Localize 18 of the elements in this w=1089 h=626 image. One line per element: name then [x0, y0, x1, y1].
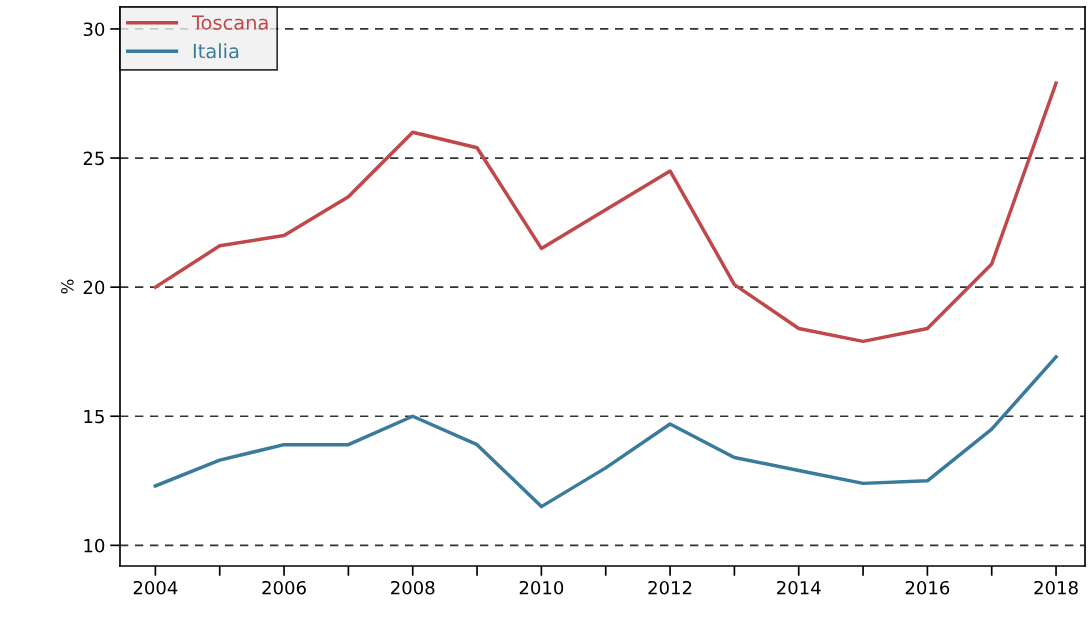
- line-series: [153, 81, 1058, 344]
- y-axis-title: %: [61, 279, 74, 294]
- y-tick-label: 20: [83, 280, 105, 295]
- y-tick-label: 30: [83, 22, 105, 37]
- line-series: [153, 355, 1058, 509]
- x-tick-label: 2014: [777, 580, 821, 595]
- x-tick-label: 2010: [519, 580, 564, 595]
- y-tick-label: 10: [84, 538, 105, 553]
- legend-label: Italia: [193, 43, 239, 59]
- x-tick-label: 2004: [133, 580, 178, 595]
- x-tick-label: 2018: [1034, 580, 1078, 595]
- x-tick-label: 2006: [262, 580, 306, 595]
- y-tick-label: 25: [83, 151, 104, 166]
- x-tick-label: 2016: [905, 580, 950, 595]
- legend-label: Toscana: [191, 15, 268, 30]
- y-tick-label: 15: [84, 409, 104, 424]
- x-tick-label: 2008: [391, 580, 435, 595]
- x-tick-label: 2012: [648, 580, 692, 595]
